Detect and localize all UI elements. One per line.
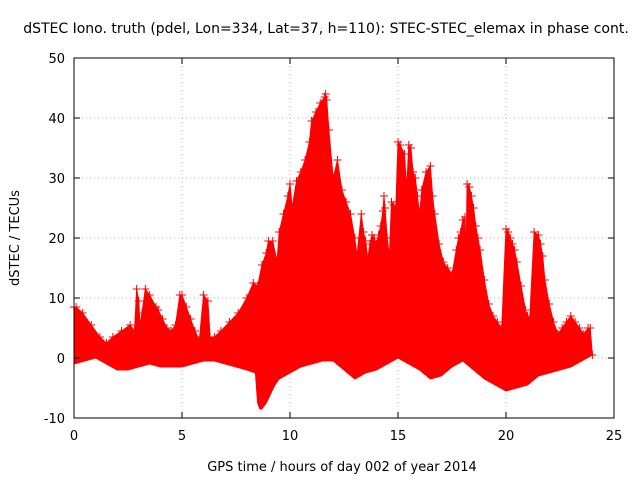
data-layer [70,90,596,409]
data-point-marker [567,312,575,320]
y-tick-label: 0 [57,352,65,367]
x-tick-label: 0 [70,429,78,444]
y-tick-label: 10 [48,292,65,307]
data-point-marker [334,156,342,164]
data-point-marker [380,192,388,200]
data-point-marker [357,210,365,218]
x-axis-label: GPS time / hours of day 002 of year 2014 [207,460,477,475]
y-tick-label: 30 [48,172,65,187]
y-tick-label: 20 [48,232,65,247]
y-tick-label: 50 [48,52,65,67]
chart: dSTEC Iono. truth (pdel, Lon=334, Lat=37… [0,0,640,480]
y-axis-label: dSTEC / TECUs [8,190,23,286]
data-point-marker [133,285,141,293]
data-point-marker [426,162,434,170]
x-tick-label: 20 [498,429,515,444]
x-tick-label: 10 [282,429,299,444]
y-tick-label: 40 [48,112,65,127]
y-tick-label: -10 [44,412,65,427]
x-tick-label: 25 [606,429,623,444]
data-point-marker [141,285,149,293]
x-tick-label: 5 [178,429,186,444]
x-tick-label: 15 [390,429,407,444]
chart-title: dSTEC Iono. truth (pdel, Lon=334, Lat=37… [23,21,629,37]
